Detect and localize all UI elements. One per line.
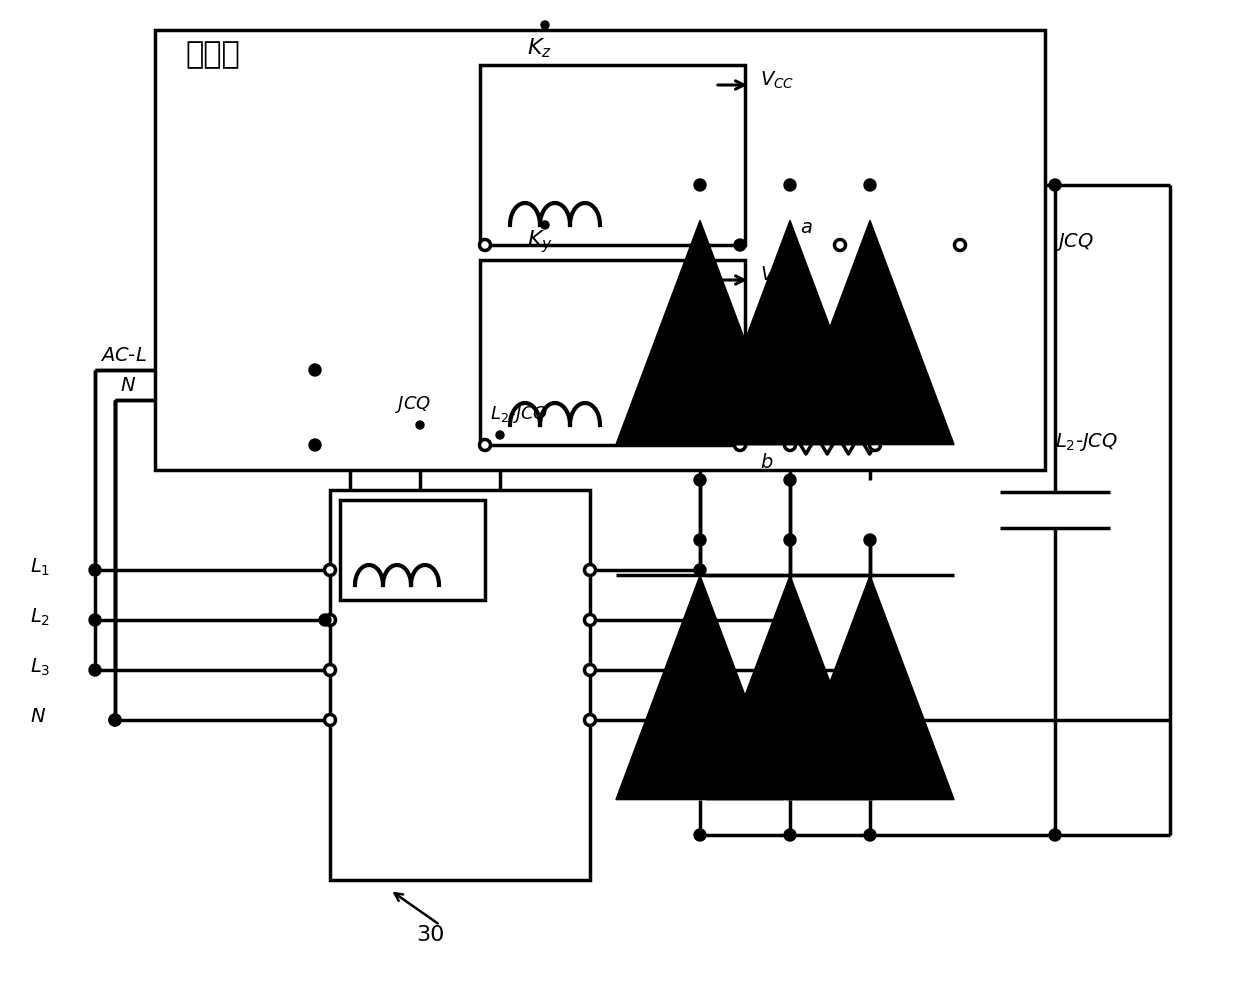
Text: $a$: $a$ — [800, 218, 812, 237]
Polygon shape — [616, 220, 784, 445]
Circle shape — [325, 714, 336, 725]
Circle shape — [784, 474, 796, 486]
Polygon shape — [786, 220, 954, 445]
Circle shape — [89, 564, 100, 576]
Circle shape — [784, 179, 796, 191]
Text: $K_z$: $K_z$ — [527, 36, 553, 60]
Circle shape — [1049, 179, 1061, 191]
Circle shape — [309, 439, 321, 451]
Circle shape — [734, 440, 745, 451]
Circle shape — [955, 239, 966, 250]
Text: $V_{CC}$: $V_{CC}$ — [760, 69, 795, 91]
Circle shape — [864, 179, 875, 191]
Bar — [155, 30, 1045, 470]
Circle shape — [325, 564, 336, 575]
Bar — [480, 65, 745, 245]
Circle shape — [785, 440, 796, 451]
Circle shape — [480, 440, 491, 451]
Circle shape — [864, 829, 875, 841]
Polygon shape — [616, 575, 784, 800]
Circle shape — [694, 474, 706, 486]
Bar — [340, 500, 485, 600]
Circle shape — [694, 564, 706, 576]
Text: $L_3$: $L_3$ — [30, 656, 51, 678]
Text: $JCQ$: $JCQ$ — [1055, 231, 1094, 253]
Circle shape — [309, 364, 321, 376]
Text: $AC$-$L$: $AC$-$L$ — [100, 346, 146, 365]
Circle shape — [835, 239, 846, 250]
Bar — [480, 260, 745, 445]
Circle shape — [584, 665, 595, 675]
Circle shape — [584, 714, 595, 725]
Circle shape — [784, 534, 796, 546]
Circle shape — [694, 534, 706, 546]
Circle shape — [325, 615, 336, 626]
Bar — [330, 490, 590, 880]
Text: $L_2$-$JCQ$: $L_2$-$JCQ$ — [1055, 431, 1118, 453]
Text: $L_2$-$JCQ$: $L_2$-$JCQ$ — [490, 404, 548, 425]
Circle shape — [584, 564, 595, 575]
Text: $K_y$: $K_y$ — [527, 228, 553, 255]
Circle shape — [864, 534, 875, 546]
Circle shape — [1049, 829, 1061, 841]
Text: $L_1$: $L_1$ — [30, 556, 51, 577]
Circle shape — [694, 829, 706, 841]
Circle shape — [541, 221, 549, 229]
Circle shape — [541, 21, 549, 29]
Circle shape — [784, 614, 796, 626]
Text: $b$: $b$ — [760, 453, 774, 472]
Polygon shape — [786, 575, 954, 800]
Text: 30: 30 — [415, 925, 444, 945]
Text: $L_2$: $L_2$ — [30, 607, 50, 628]
Text: $R_X$: $R_X$ — [800, 413, 825, 435]
Circle shape — [584, 615, 595, 626]
Text: $JCQ$: $JCQ$ — [396, 394, 432, 415]
Text: $N$: $N$ — [30, 707, 46, 726]
Circle shape — [89, 664, 100, 676]
Polygon shape — [706, 575, 874, 800]
Text: 控制器: 控制器 — [185, 40, 239, 69]
Circle shape — [109, 714, 122, 726]
Text: $N$: $N$ — [120, 376, 136, 395]
Circle shape — [694, 179, 706, 191]
Text: $V_{CC}$: $V_{CC}$ — [760, 265, 795, 286]
Circle shape — [480, 239, 491, 250]
Circle shape — [784, 829, 796, 841]
Circle shape — [109, 714, 122, 726]
Polygon shape — [706, 220, 874, 445]
Circle shape — [734, 239, 746, 252]
Circle shape — [325, 665, 336, 675]
Circle shape — [864, 664, 875, 676]
Circle shape — [89, 614, 100, 626]
Circle shape — [415, 421, 424, 429]
Circle shape — [869, 440, 880, 451]
Circle shape — [496, 431, 503, 439]
Circle shape — [319, 614, 331, 626]
